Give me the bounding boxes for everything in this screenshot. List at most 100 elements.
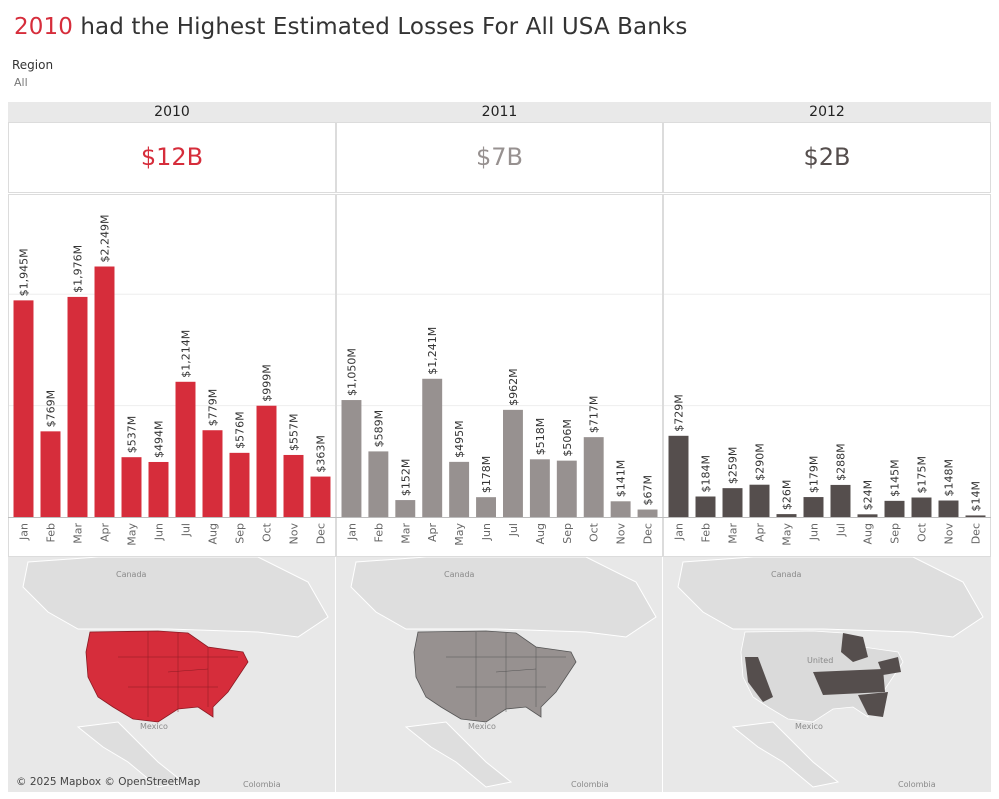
kpi-total-2011: $7B [475,143,523,171]
month-tick-label: Apr [754,523,767,543]
map-2012-colombia-label: Colombia [898,780,936,789]
bar-value-label: $1,945M [18,248,31,296]
bar-value-label: $148M [943,459,956,497]
map-2012-svg: Canada United Mexico Colombia [663,557,991,792]
bar-2010-aug[interactable] [202,430,223,517]
chart-panel-frame-2011 [336,194,663,557]
bar-2011-may[interactable] [449,461,470,517]
month-tick-label: Jun [480,523,493,541]
map-2011-canada-label: Canada [444,570,475,579]
bar-value-label: $259M [727,447,740,485]
title-highlight-year: 2010 [14,14,73,40]
map-2012-united-label: United [807,656,833,665]
map-attribution[interactable]: © 2025 Mapbox © OpenStreetMap [16,776,201,788]
month-tick-label: Aug [534,523,547,544]
bar-2010-mar[interactable] [67,296,88,517]
month-tick-label: Apr [99,523,112,543]
map-2012-canada-label: Canada [771,570,802,579]
bar-2010-nov[interactable] [283,454,304,517]
bar-2011-oct[interactable] [583,437,604,517]
bar-2011-jan[interactable] [341,400,362,517]
bar-value-label: $363M [315,435,328,473]
kpi-card-2012: $2B [663,122,991,193]
bar-value-label: $1,976M [72,245,85,293]
bar-2011-nov[interactable] [610,501,631,517]
bar-2010-jun[interactable] [148,461,169,517]
bar-value-label: $557M [288,413,301,451]
bar-2012-nov[interactable] [938,500,959,517]
bar-2011-dec[interactable] [637,509,658,517]
map-2010-colombia-label: Colombia [243,780,281,789]
month-tick-label: Sep [889,523,902,544]
bar-value-label: $518M [534,418,547,456]
dashboard-title: 2010 had the Highest Estimated Losses Fo… [14,14,687,40]
bar-value-label: $1,050M [345,348,358,396]
bar-2012-aug[interactable] [857,514,878,517]
bar-2012-jul[interactable] [830,484,851,517]
bar-2012-sep[interactable] [884,500,905,517]
bar-2012-mar[interactable] [722,488,743,517]
month-tick-label: Mar [72,523,85,544]
bar-2010-dec[interactable] [310,476,331,517]
bar-2010-jan[interactable] [13,300,34,517]
kpi-total-2012: $2B [803,143,851,171]
bar-2011-jun[interactable] [476,497,497,517]
bar-2012-may[interactable] [776,514,797,517]
bar-2012-apr[interactable] [749,484,770,517]
bar-value-label: $576M [234,411,247,449]
bar-2012-jun[interactable] [803,497,824,517]
month-tick-label: Nov [943,523,956,545]
bar-2012-dec[interactable] [965,515,986,517]
bar-value-label: $14M [970,481,983,512]
kpi-total-2010: $12B [140,143,204,171]
month-tick-label: Sep [561,523,574,544]
bar-value-label: $175M [916,456,929,494]
month-tick-label: Feb [45,523,58,542]
bar-value-label: $717M [588,396,601,434]
bar-2012-oct[interactable] [911,497,932,517]
month-tick-label: Nov [288,523,301,545]
bar-2011-jul[interactable] [502,409,523,517]
bar-2010-sep[interactable] [229,452,250,517]
month-tick-label: May [126,523,139,546]
year-header-2012: 2012 [809,104,845,120]
month-tick-label: Aug [207,523,220,544]
bar-2010-jul[interactable] [175,381,196,517]
bar-2010-feb[interactable] [40,431,61,517]
month-tick-label: Feb [372,523,385,542]
map-2010[interactable]: Canada Mexico Colombia © 2025 Mapbox © O… [8,557,335,792]
bar-value-label: $179M [808,456,821,494]
bar-2012-feb[interactable] [695,496,716,517]
bar-value-label: $495M [453,420,466,458]
map-2011[interactable]: Canada Mexico Colombia [336,557,662,792]
bar-value-label: $589M [372,410,385,448]
bar-value-label: $779M [207,389,220,427]
map-2012[interactable]: Canada United Mexico Colombia [663,557,991,792]
bar-2011-aug[interactable] [529,459,550,517]
region-filter-value[interactable]: All [14,76,28,89]
bar-2010-oct[interactable] [256,405,277,517]
bar-2011-feb[interactable] [368,451,389,517]
bar-value-label: $506M [561,419,574,457]
bar-2010-apr[interactable] [94,266,115,517]
region-filter-label: Region [12,58,54,72]
month-tick-label: Oct [588,522,601,542]
bar-2011-sep[interactable] [556,460,577,517]
bar-2011-mar[interactable] [395,500,416,517]
bar-2011-apr[interactable] [422,378,443,517]
bar-value-label: $729M [673,394,686,432]
monthly-losses-bar-chart: $1,945M Jan $769M Feb $1,976M Mar $2,249M Apr $5… [8,194,991,557]
month-tick-label: Feb [700,523,713,542]
bar-value-label: $494M [153,420,166,458]
map-2010-canada-label: Canada [116,570,147,579]
bar-value-label: $1,214M [180,330,193,378]
month-tick-label: May [781,523,794,546]
year-panels: 2010 2011 2012 $12B $7B $2B $1,945M Jan $7… [8,102,991,792]
bar-2012-jan[interactable] [668,435,689,517]
month-tick-label: Dec [642,523,655,544]
chart-panel-frame-2010 [8,194,336,557]
bar-value-label: $26M [781,480,794,511]
month-tick-label: Mar [727,523,740,544]
bar-2010-may[interactable] [121,457,142,517]
month-tick-label: Apr [426,523,439,543]
